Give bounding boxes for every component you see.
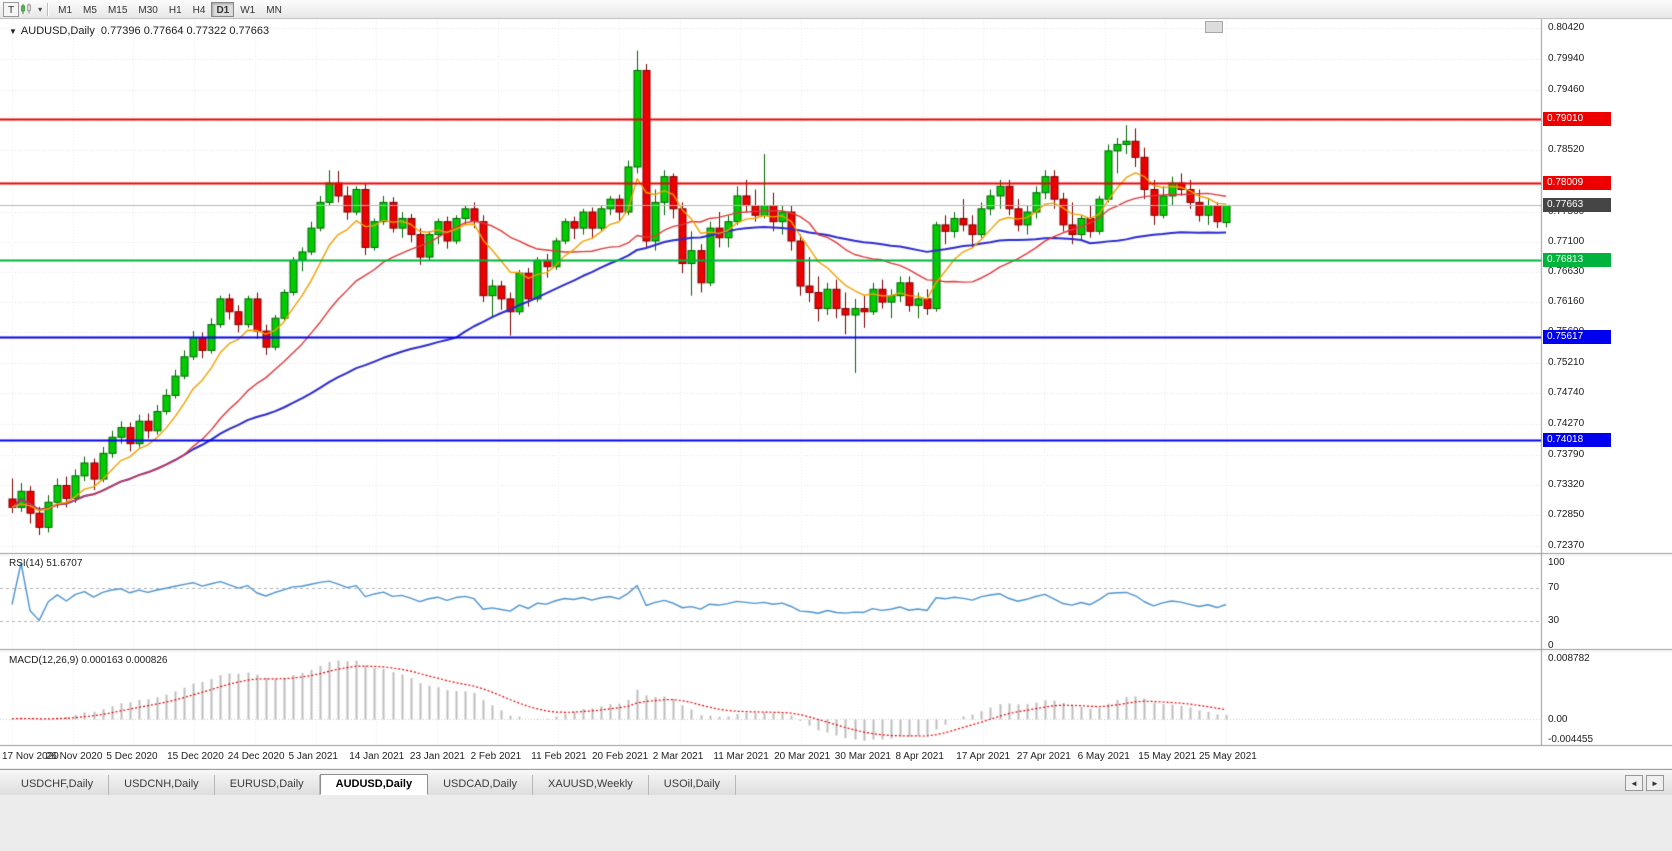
date-tick-label: 14 Jan 2021 [349,751,405,762]
chart-tab-audusd[interactable]: AUDUSD,Daily [319,774,429,795]
rsi-tick-label: 100 [1548,557,1565,568]
date-tick-label: 11 Feb 2021 [531,751,587,762]
macd-tick-label: -0.004455 [1548,734,1594,745]
rsi-tick-label: 30 [1548,615,1560,627]
date-tick-label: 15 May 2021 [1138,751,1197,762]
price-level-tag[interactable]: 0.77663 [1543,198,1611,213]
chart-title-symbol: AUDUSD,Daily [20,25,95,37]
chart-title: ▼ AUDUSD,Daily 0.77396 0.77664 0.77322 0.7… [9,25,269,37]
price-tick-label: 0.75210 [1548,357,1585,369]
timeframe-button-m5[interactable]: M5 [83,4,97,16]
macd-tick-label: 0.008782 [1548,653,1590,664]
price-tick-label: 0.76630 [1548,265,1585,277]
chart-scroll-thumb[interactable] [1205,21,1223,33]
date-tick-label: 24 Dec 2020 [227,751,285,762]
toolbar-separator [47,2,50,16]
price-tick-label: 0.77100 [1548,235,1585,247]
date-tick-label: 8 Apr 2021 [895,751,944,762]
date-tick-label: 2 Mar 2021 [652,751,704,762]
toolbar: T ▾ M1 M5 M15 M30 H1 H4 D1 W1 MN [0,0,1672,19]
chart-tools-icon[interactable] [19,2,37,16]
chart-tab-usoil[interactable]: USOil,Daily [649,775,737,795]
tabs-scroll-right-button[interactable]: ► [1646,775,1664,791]
date-axis[interactable]: 17 Nov 2020 26 Nov 2020 5 Dec 2020 15 Dec 2… [0,746,1541,768]
candlestick-glyph [21,3,31,14]
date-tick-label: 6 May 2021 [1077,751,1130,762]
macd-tick-label: 0.00 [1548,713,1568,725]
price-tick-label: 0.72370 [1548,540,1585,551]
date-tick-label: 20 Feb 2021 [592,751,649,762]
date-tick-label: 26 Nov 2020 [45,751,103,762]
price-tick-label: 0.79460 [1548,83,1585,95]
timeframe-button-m1[interactable]: M1 [58,4,73,16]
date-tick-label: 2 Feb 2021 [470,751,522,762]
price-tick-label: 0.73320 [1548,478,1585,490]
timeframe-button-d1[interactable]: D1 [211,1,235,17]
timeframe-button-h1[interactable]: H1 [168,4,182,16]
chart-tab-eurusd[interactable]: EURUSD,Daily [215,775,320,795]
price-axis[interactable]: 0.804200.799400.794600.789900.785200.780… [1543,0,1671,768]
toolbar-button-t[interactable]: T [3,1,20,17]
date-tick-label: 25 May 2021 [1199,751,1257,762]
date-tick-label: 11 Mar 2021 [713,751,769,762]
price-tick-label: 0.78520 [1548,144,1585,156]
rsi-tick-label: 70 [1548,581,1560,593]
rsi-tick-label: 0 [1548,640,1554,651]
price-tick-label: 0.73790 [1548,448,1585,460]
price-tick-label: 0.76160 [1548,296,1585,308]
chart-tab-usdcnh[interactable]: USDCNH,Daily [109,775,215,795]
date-tick-label: 17 Apr 2021 [956,751,1011,762]
tab-list: USDCHF,Daily USDCNH,Daily EURUSD,Daily AUDU… [0,774,737,795]
chart-tab-usdchf[interactable]: USDCHF,Daily [6,775,110,795]
timeframe-button-m30[interactable]: M30 [138,4,158,16]
price-tick-label: 0.74740 [1548,387,1585,399]
timeframe-button-m15[interactable]: M15 [107,4,128,16]
chart-title-ohlc: 0.77396 0.77664 0.77322 0.77663 [100,25,270,37]
timeframe-group: M1 M5 M15 M30 H1 H4 D1 W1 MN [53,1,287,17]
tabs-scroll-group: ◄ ► [1625,775,1672,795]
macd-label: MACD(12,26,9) 0.000163 0.000826 [9,655,168,666]
date-tick-label: 23 Jan 2021 [409,751,465,762]
date-tick-label: 17 Nov 2020 [2,751,59,762]
date-tick-label: 30 Mar 2021 [834,751,891,762]
date-tick-label: 5 Dec 2020 [106,751,158,762]
price-tick-label: 0.79940 [1548,52,1585,64]
timeframe-button-h4[interactable]: H4 [192,4,206,16]
price-tick-label: 0.72850 [1548,509,1585,521]
price-level-tag[interactable]: 0.74018 [1543,432,1611,447]
price-level-tag[interactable]: 0.79010 [1543,111,1611,126]
date-tick-label: 20 Mar 2021 [774,751,831,762]
price-tick-label: 0.74270 [1548,417,1585,429]
chart-tabs-bar: USDCHF,Daily USDCNH,Daily EURUSD,Daily AUDU… [0,769,1672,795]
price-level-tag[interactable]: 0.76813 [1543,253,1611,268]
chart-tab-usdcad[interactable]: USDCAD,Daily [428,775,534,795]
timeframe-button-mn[interactable]: MN [266,4,282,16]
date-tick-label: 27 Apr 2021 [1016,751,1071,762]
price-tick-label: 0.80420 [1548,22,1585,33]
price-level-tag[interactable]: 0.78009 [1543,176,1611,191]
date-tick-label: 15 Dec 2020 [167,751,224,762]
price-level-tag[interactable]: 0.75617 [1543,330,1611,345]
rsi-label: RSI(14) 51.6707 [9,558,83,569]
chart-canvas[interactable] [0,0,1672,768]
chart-tools-caret-icon[interactable]: ▾ [38,4,43,14]
chart-tab-xauusd[interactable]: XAUUSD,Weekly [533,775,649,795]
collapse-arrow-icon[interactable]: ▼ [9,27,17,36]
date-tick-label: 5 Jan 2021 [288,751,339,762]
timeframe-button-w1[interactable]: W1 [240,4,256,16]
tabs-scroll-left-button[interactable]: ◄ [1625,775,1643,791]
